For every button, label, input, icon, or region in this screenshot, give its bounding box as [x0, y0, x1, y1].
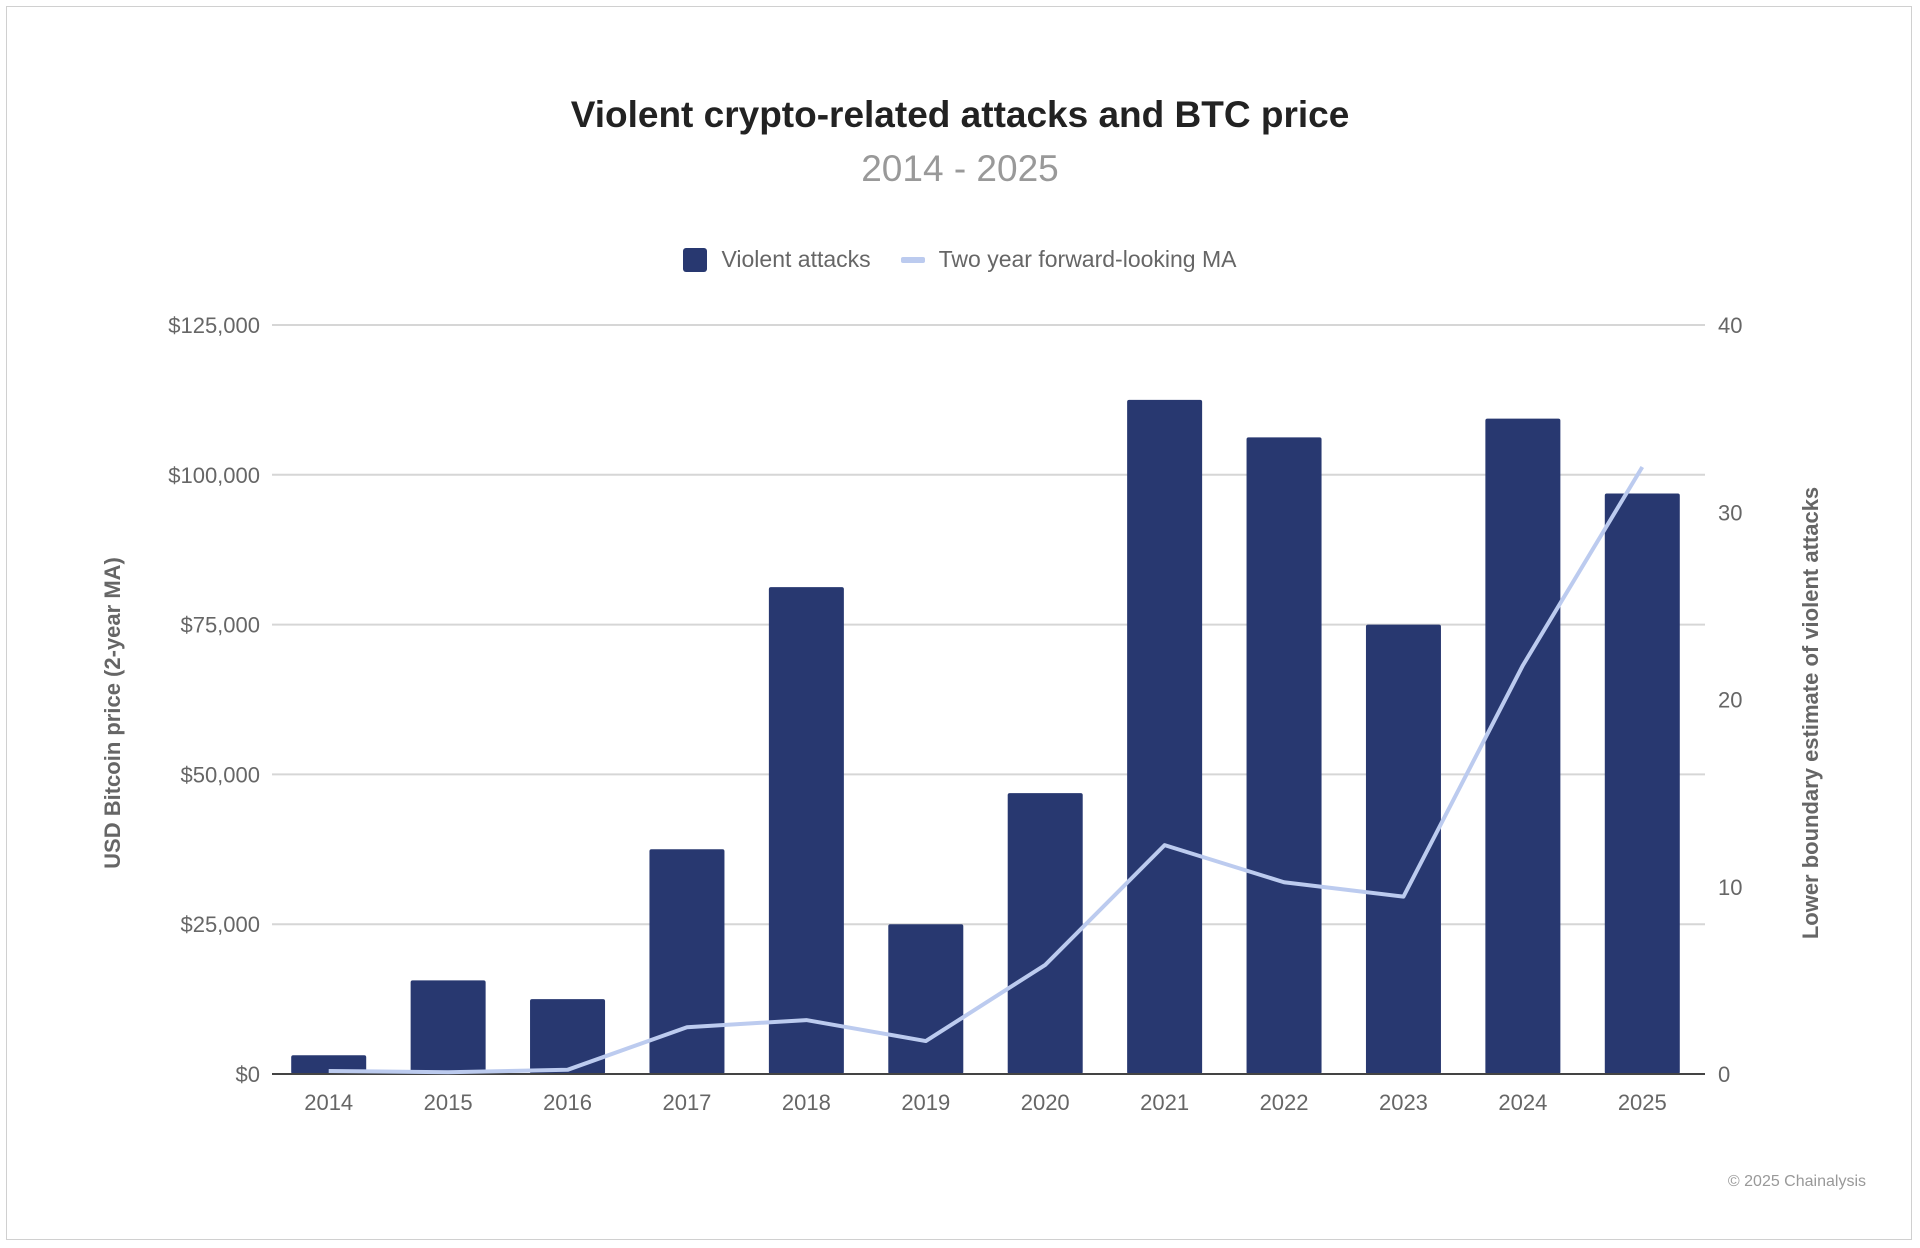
x-tick-label: 2023: [1379, 1090, 1428, 1115]
bar-2021: [1127, 399, 1203, 1074]
legend-item-violent-attacks: Violent attacks: [683, 246, 871, 273]
bar-2019: [888, 924, 964, 1074]
x-tick-label: 2022: [1260, 1090, 1309, 1115]
x-tick-label: 2024: [1498, 1090, 1547, 1115]
chart-frame: [6, 6, 1912, 1240]
bar-2015: [410, 980, 486, 1074]
bar-2016: [530, 999, 606, 1074]
bar-2023: [1365, 624, 1441, 1074]
right-tick-label: 10: [1718, 875, 1742, 900]
bar-2020: [1007, 793, 1083, 1074]
x-tick-label: 2015: [424, 1090, 473, 1115]
x-tick-label: 2017: [662, 1090, 711, 1115]
copyright: © 2025 Chainalysis: [1727, 1173, 1866, 1190]
right-tick-label: 20: [1718, 688, 1742, 713]
bar-2017: [649, 849, 725, 1074]
bar-2024: [1485, 418, 1561, 1074]
legend-item-ma: Two year forward-looking MA: [900, 246, 1237, 273]
legend-label: Two year forward-looking MA: [938, 246, 1237, 272]
legend-swatch-bar: [683, 247, 708, 272]
x-tick-label: 2025: [1618, 1090, 1667, 1115]
legend: Violent attacks Two year forward-looking…: [0, 246, 1920, 273]
x-tick-label: 2019: [901, 1090, 950, 1115]
bar-2018: [768, 587, 844, 1074]
left-tick-label: $125,000: [168, 313, 260, 338]
right-axis-title: Lower boundary estimate of violent attac…: [1798, 487, 1823, 939]
right-tick-label: 0: [1718, 1062, 1730, 1087]
left-axis-title: USD Bitcoin price (2-year MA): [100, 557, 125, 869]
legend-swatch-line: [900, 256, 925, 263]
left-tick-label: $25,000: [180, 912, 260, 937]
x-tick-label: 2016: [543, 1090, 592, 1115]
chart-title: Violent crypto-related attacks and BTC p…: [570, 94, 1350, 135]
x-tick-label: 2014: [304, 1090, 353, 1115]
x-tick-label: 2018: [782, 1090, 831, 1115]
right-tick-label: 40: [1718, 313, 1742, 338]
left-tick-label: $0: [236, 1062, 260, 1087]
left-tick-label: $75,000: [180, 613, 260, 638]
left-tick-label: $50,000: [180, 762, 260, 787]
legend-label: Violent attacks: [721, 246, 871, 272]
x-tick-label: 2021: [1140, 1090, 1189, 1115]
x-tick-label: 2020: [1021, 1090, 1070, 1115]
bar-2022: [1246, 437, 1322, 1075]
left-tick-label: $100,000: [168, 463, 260, 488]
bar-2025: [1604, 493, 1680, 1074]
ma-line: [328, 465, 1645, 1075]
chart-subtitle: 2014 - 2025: [861, 148, 1059, 189]
right-tick-label: 30: [1718, 500, 1742, 525]
